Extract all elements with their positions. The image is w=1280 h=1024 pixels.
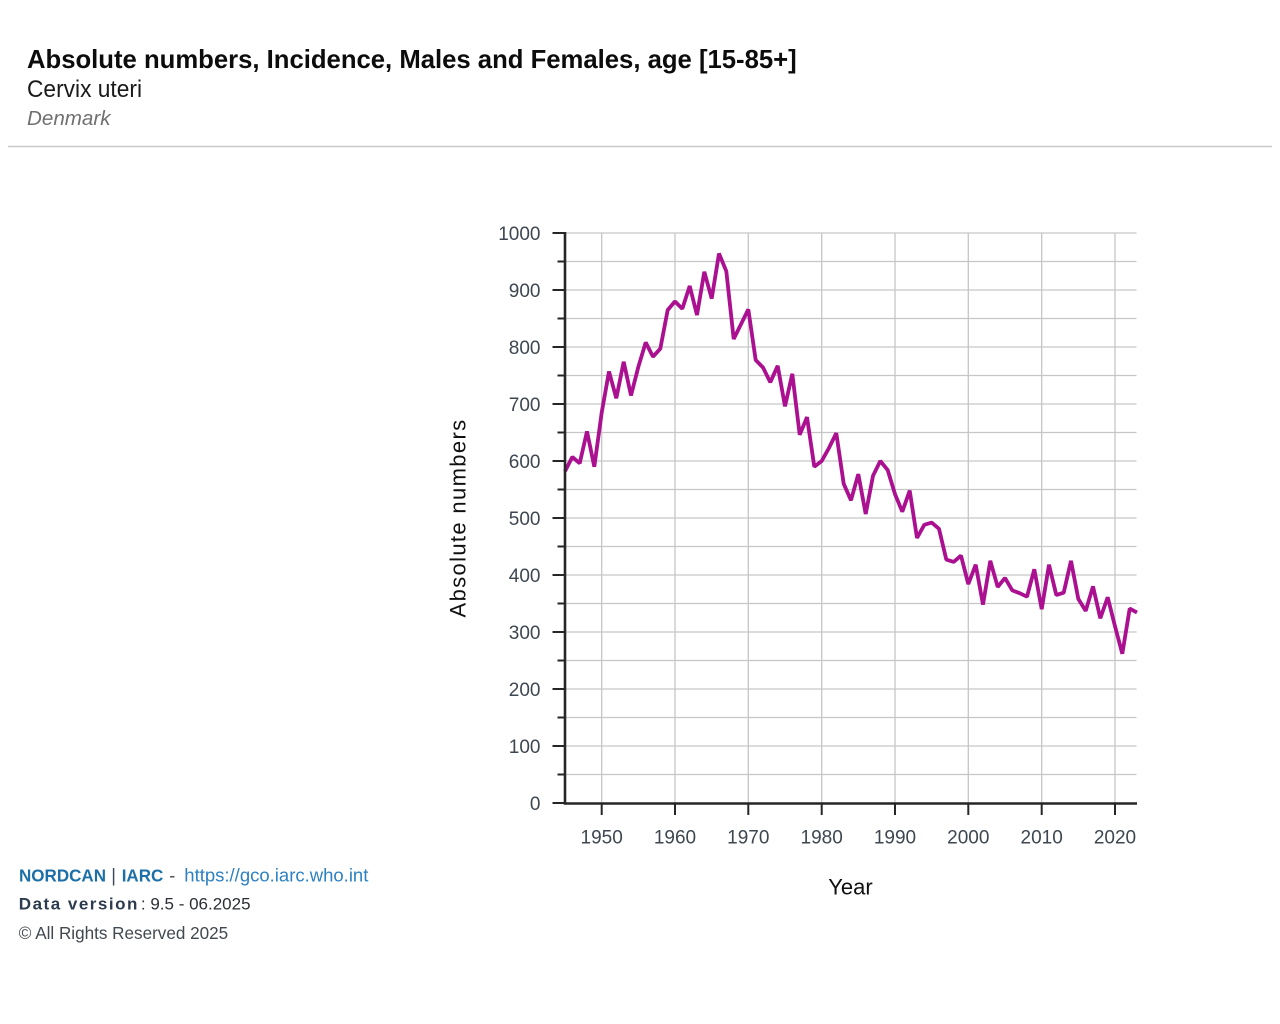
svg-text:Absolute numbers, Incidence, M: Absolute numbers, Incidence, Males and F… (27, 46, 797, 74)
svg-text:Absolute numbers: Absolute numbers (446, 419, 471, 618)
svg-text:-: - (169, 865, 175, 885)
svg-text:0: 0 (530, 794, 541, 815)
svg-text:1950: 1950 (581, 828, 623, 849)
svg-text:1990: 1990 (874, 828, 916, 849)
svg-text:1960: 1960 (654, 828, 696, 849)
svg-text:900: 900 (509, 281, 541, 302)
svg-text:200: 200 (509, 680, 541, 701)
svg-text:https://gco.iarc.who.int: https://gco.iarc.who.int (184, 864, 368, 885)
svg-text:Year: Year (828, 875, 872, 900)
svg-text:1980: 1980 (801, 828, 843, 849)
svg-text:1970: 1970 (727, 828, 769, 849)
svg-text:2010: 2010 (1021, 828, 1063, 849)
svg-text:500: 500 (509, 509, 541, 530)
svg-text:800: 800 (509, 338, 541, 359)
svg-text:Denmark: Denmark (27, 108, 111, 130)
svg-text:300: 300 (509, 623, 541, 644)
svg-text:400: 400 (509, 566, 541, 587)
svg-text:NORDCAN: NORDCAN (19, 865, 106, 886)
svg-text:Cervix uteri: Cervix uteri (27, 75, 142, 102)
svg-text:700: 700 (509, 395, 541, 416)
svg-text:IARC: IARC (122, 865, 164, 886)
svg-text:100: 100 (509, 737, 541, 758)
svg-text:Data version: Data version (19, 895, 139, 914)
svg-text:600: 600 (509, 452, 541, 473)
svg-text:: 9.5 - 06.2025: : 9.5 - 06.2025 (141, 895, 251, 914)
svg-text:2020: 2020 (1094, 828, 1136, 849)
svg-text:2000: 2000 (947, 828, 989, 849)
svg-text:1000: 1000 (498, 224, 540, 245)
svg-text:|: | (111, 865, 116, 885)
svg-text:© All Rights Reserved 2025: © All Rights Reserved 2025 (19, 923, 229, 943)
